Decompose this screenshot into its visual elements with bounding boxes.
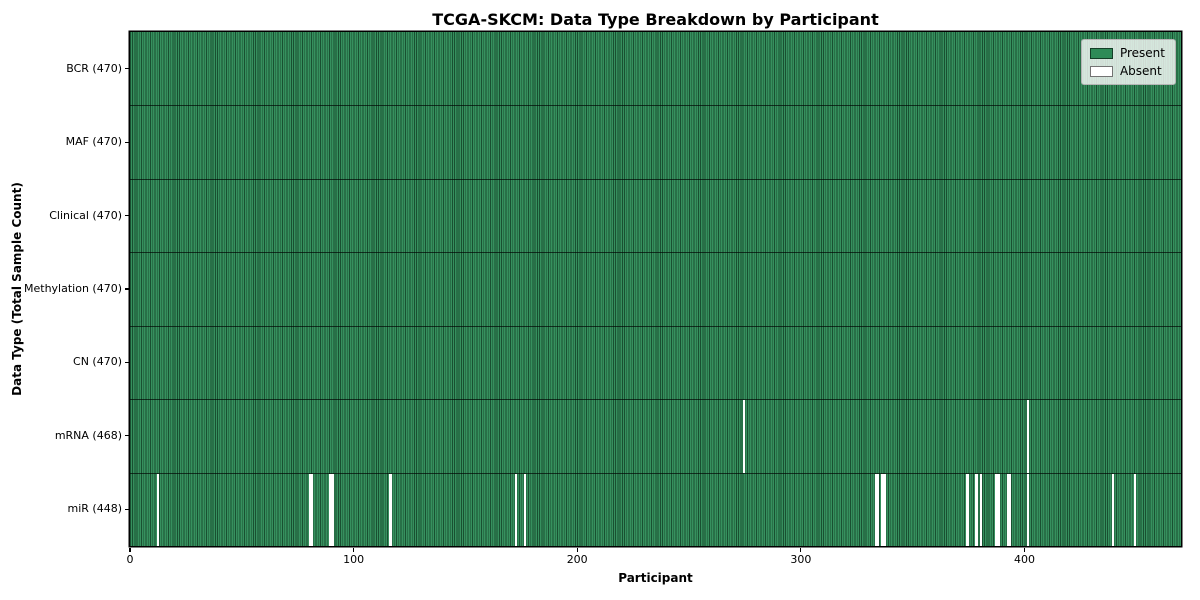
y-tick-label: miR (448) [67, 502, 123, 516]
legend-item-present: Present [1089, 46, 1165, 60]
absent-stripe [1026, 400, 1030, 473]
x-tick-label: 300 [790, 553, 812, 566]
x-tick-mark [576, 547, 578, 552]
absent-stripe [975, 473, 978, 546]
absent-stripe [523, 473, 526, 546]
x-tick-mark [129, 547, 131, 552]
y-tick-label: mRNA (468) [54, 428, 122, 442]
y-tick-mark [124, 288, 129, 290]
absent-stripe [742, 400, 746, 473]
x-tick-label: 200 [566, 553, 588, 566]
absent-stripe [389, 473, 392, 546]
absent-stripe [156, 473, 160, 546]
absent-stripe [874, 473, 877, 546]
y-tick-mark [124, 68, 129, 70]
row-separator-line [130, 325, 1181, 327]
absent-stripe [966, 473, 969, 546]
present-swatch [1089, 47, 1113, 59]
absent-stripe [997, 473, 1000, 546]
absent-stripe [883, 473, 886, 546]
present-cells-pattern [130, 32, 1181, 546]
x-tick-mark [800, 547, 802, 552]
row-separator-line [130, 105, 1181, 107]
absent-stripes-layer [130, 32, 1181, 546]
legend-label-present: Present [1119, 46, 1165, 60]
absent-swatch [1089, 65, 1113, 77]
x-tick-mark [353, 547, 355, 552]
x-axis-label: Participant [618, 571, 693, 585]
y-tick-label: Clinical (470) [49, 208, 122, 222]
absent-stripe [308, 473, 312, 546]
absent-stripe [881, 473, 884, 546]
chart-title: TCGA-SKCM: Data Type Breakdown by Partic… [432, 10, 879, 29]
y-tick-mark [124, 141, 129, 143]
absent-stripe [311, 473, 314, 546]
row-separator-line [130, 178, 1181, 180]
plot-area: Present Absent [130, 32, 1181, 546]
row-separator-line [130, 399, 1181, 401]
legend-label-absent: Absent [1119, 64, 1162, 78]
y-tick-mark [124, 435, 129, 437]
y-tick-label: BCR (470) [66, 61, 122, 75]
absent-stripe [1134, 473, 1137, 546]
absent-stripe [1026, 473, 1030, 546]
legend-item-absent: Absent [1089, 64, 1165, 78]
y-tick-mark [124, 361, 129, 363]
y-tick-label: CN (470) [73, 355, 122, 369]
y-tick-mark [124, 215, 129, 217]
y-tick-mark [124, 508, 129, 510]
absent-stripe [1111, 473, 1114, 546]
row-separators [130, 32, 1181, 546]
absent-stripe [995, 473, 998, 546]
absent-stripe [514, 473, 517, 546]
absent-stripe [876, 473, 880, 546]
absent-stripe [1008, 473, 1012, 546]
legend: Present Absent [1080, 39, 1176, 85]
row-separator-line [130, 252, 1181, 254]
x-tick-mark [1023, 547, 1026, 552]
absent-stripe [979, 473, 983, 546]
absent-stripe [1006, 473, 1009, 546]
y-tick-label: MAF (470) [65, 135, 122, 149]
x-tick-label: 100 [343, 553, 365, 566]
absent-stripe [331, 473, 334, 546]
absent-stripe [329, 473, 332, 546]
row-separator-line [130, 472, 1181, 474]
y-tick-label: Methylation (470) [24, 282, 122, 295]
x-tick-label: 400 [1014, 553, 1035, 566]
x-tick-label: 0 [126, 553, 134, 566]
